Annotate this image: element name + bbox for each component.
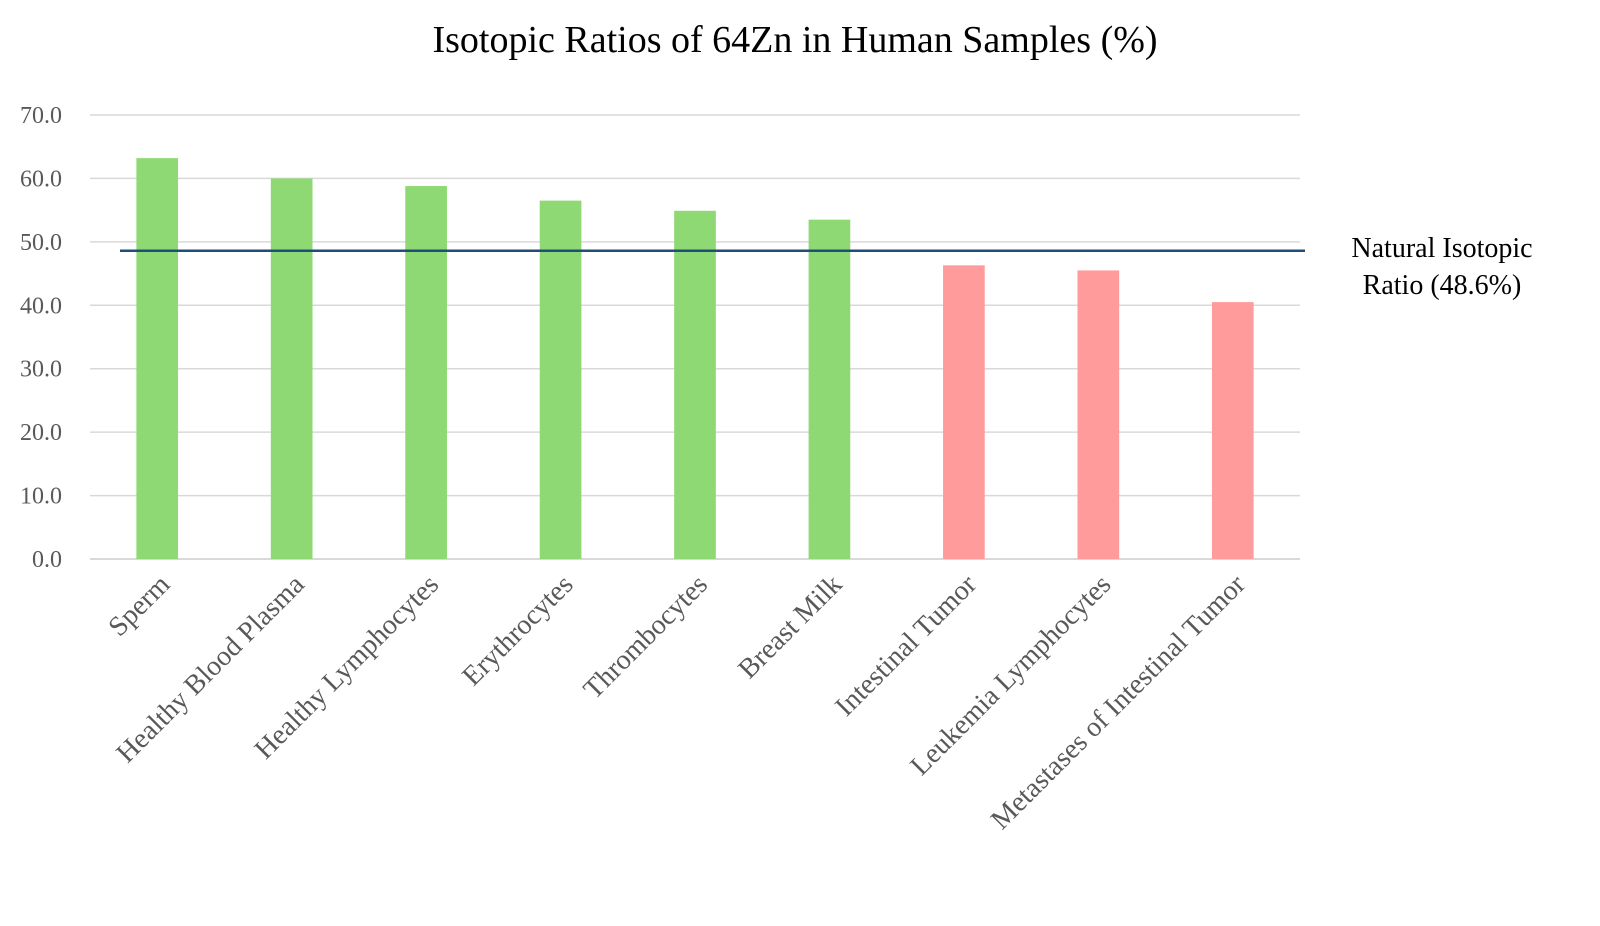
category-label: Sperm [103, 569, 177, 643]
bar-metastases-of-intestinal-tumor [1211, 302, 1254, 559]
bar-sperm [136, 158, 179, 560]
bar-leukemia-lymphocytes [1077, 270, 1120, 559]
category-label: Metastases of Intestinal Tumor [985, 569, 1252, 836]
category-label: Thrombocytes [578, 569, 714, 705]
category-label: Breast Milk [732, 569, 848, 685]
reference-line-label: Ratio (48.6%) [1363, 270, 1522, 301]
bar-erythrocytes [539, 200, 582, 559]
y-tick-label: 50.0 [20, 230, 62, 256]
bar-intestinal-tumor [943, 265, 985, 559]
chart-title: Isotopic Ratios of 64Zn in Human Samples… [432, 19, 1157, 61]
bar-thrombocytes [674, 210, 716, 559]
category-label: Erythrocytes [456, 569, 579, 692]
bar-healthy-lymphocytes [405, 186, 447, 560]
bar-breast-milk [808, 219, 851, 559]
y-tick-label: 20.0 [20, 420, 62, 446]
y-tick-label: 60.0 [20, 166, 62, 192]
reference-line-label: Natural Isotopic [1351, 233, 1532, 264]
reference-line-group: Natural Isotopic Ratio (48.6%) [120, 233, 1533, 301]
bars [136, 158, 1254, 560]
y-tick-label: 10.0 [20, 484, 62, 510]
category-label: Intestinal Tumor [829, 569, 983, 723]
y-axis-tick-labels: 0.0 10.0 20.0 30.0 40.0 50.0 60.0 70.0 [20, 103, 62, 573]
y-tick-label: 30.0 [20, 357, 62, 383]
y-tick-label: 40.0 [20, 293, 62, 319]
bar-healthy-blood-plasma [270, 178, 313, 559]
y-tick-label: 70.0 [20, 103, 62, 129]
y-tick-label: 0.0 [32, 547, 62, 573]
